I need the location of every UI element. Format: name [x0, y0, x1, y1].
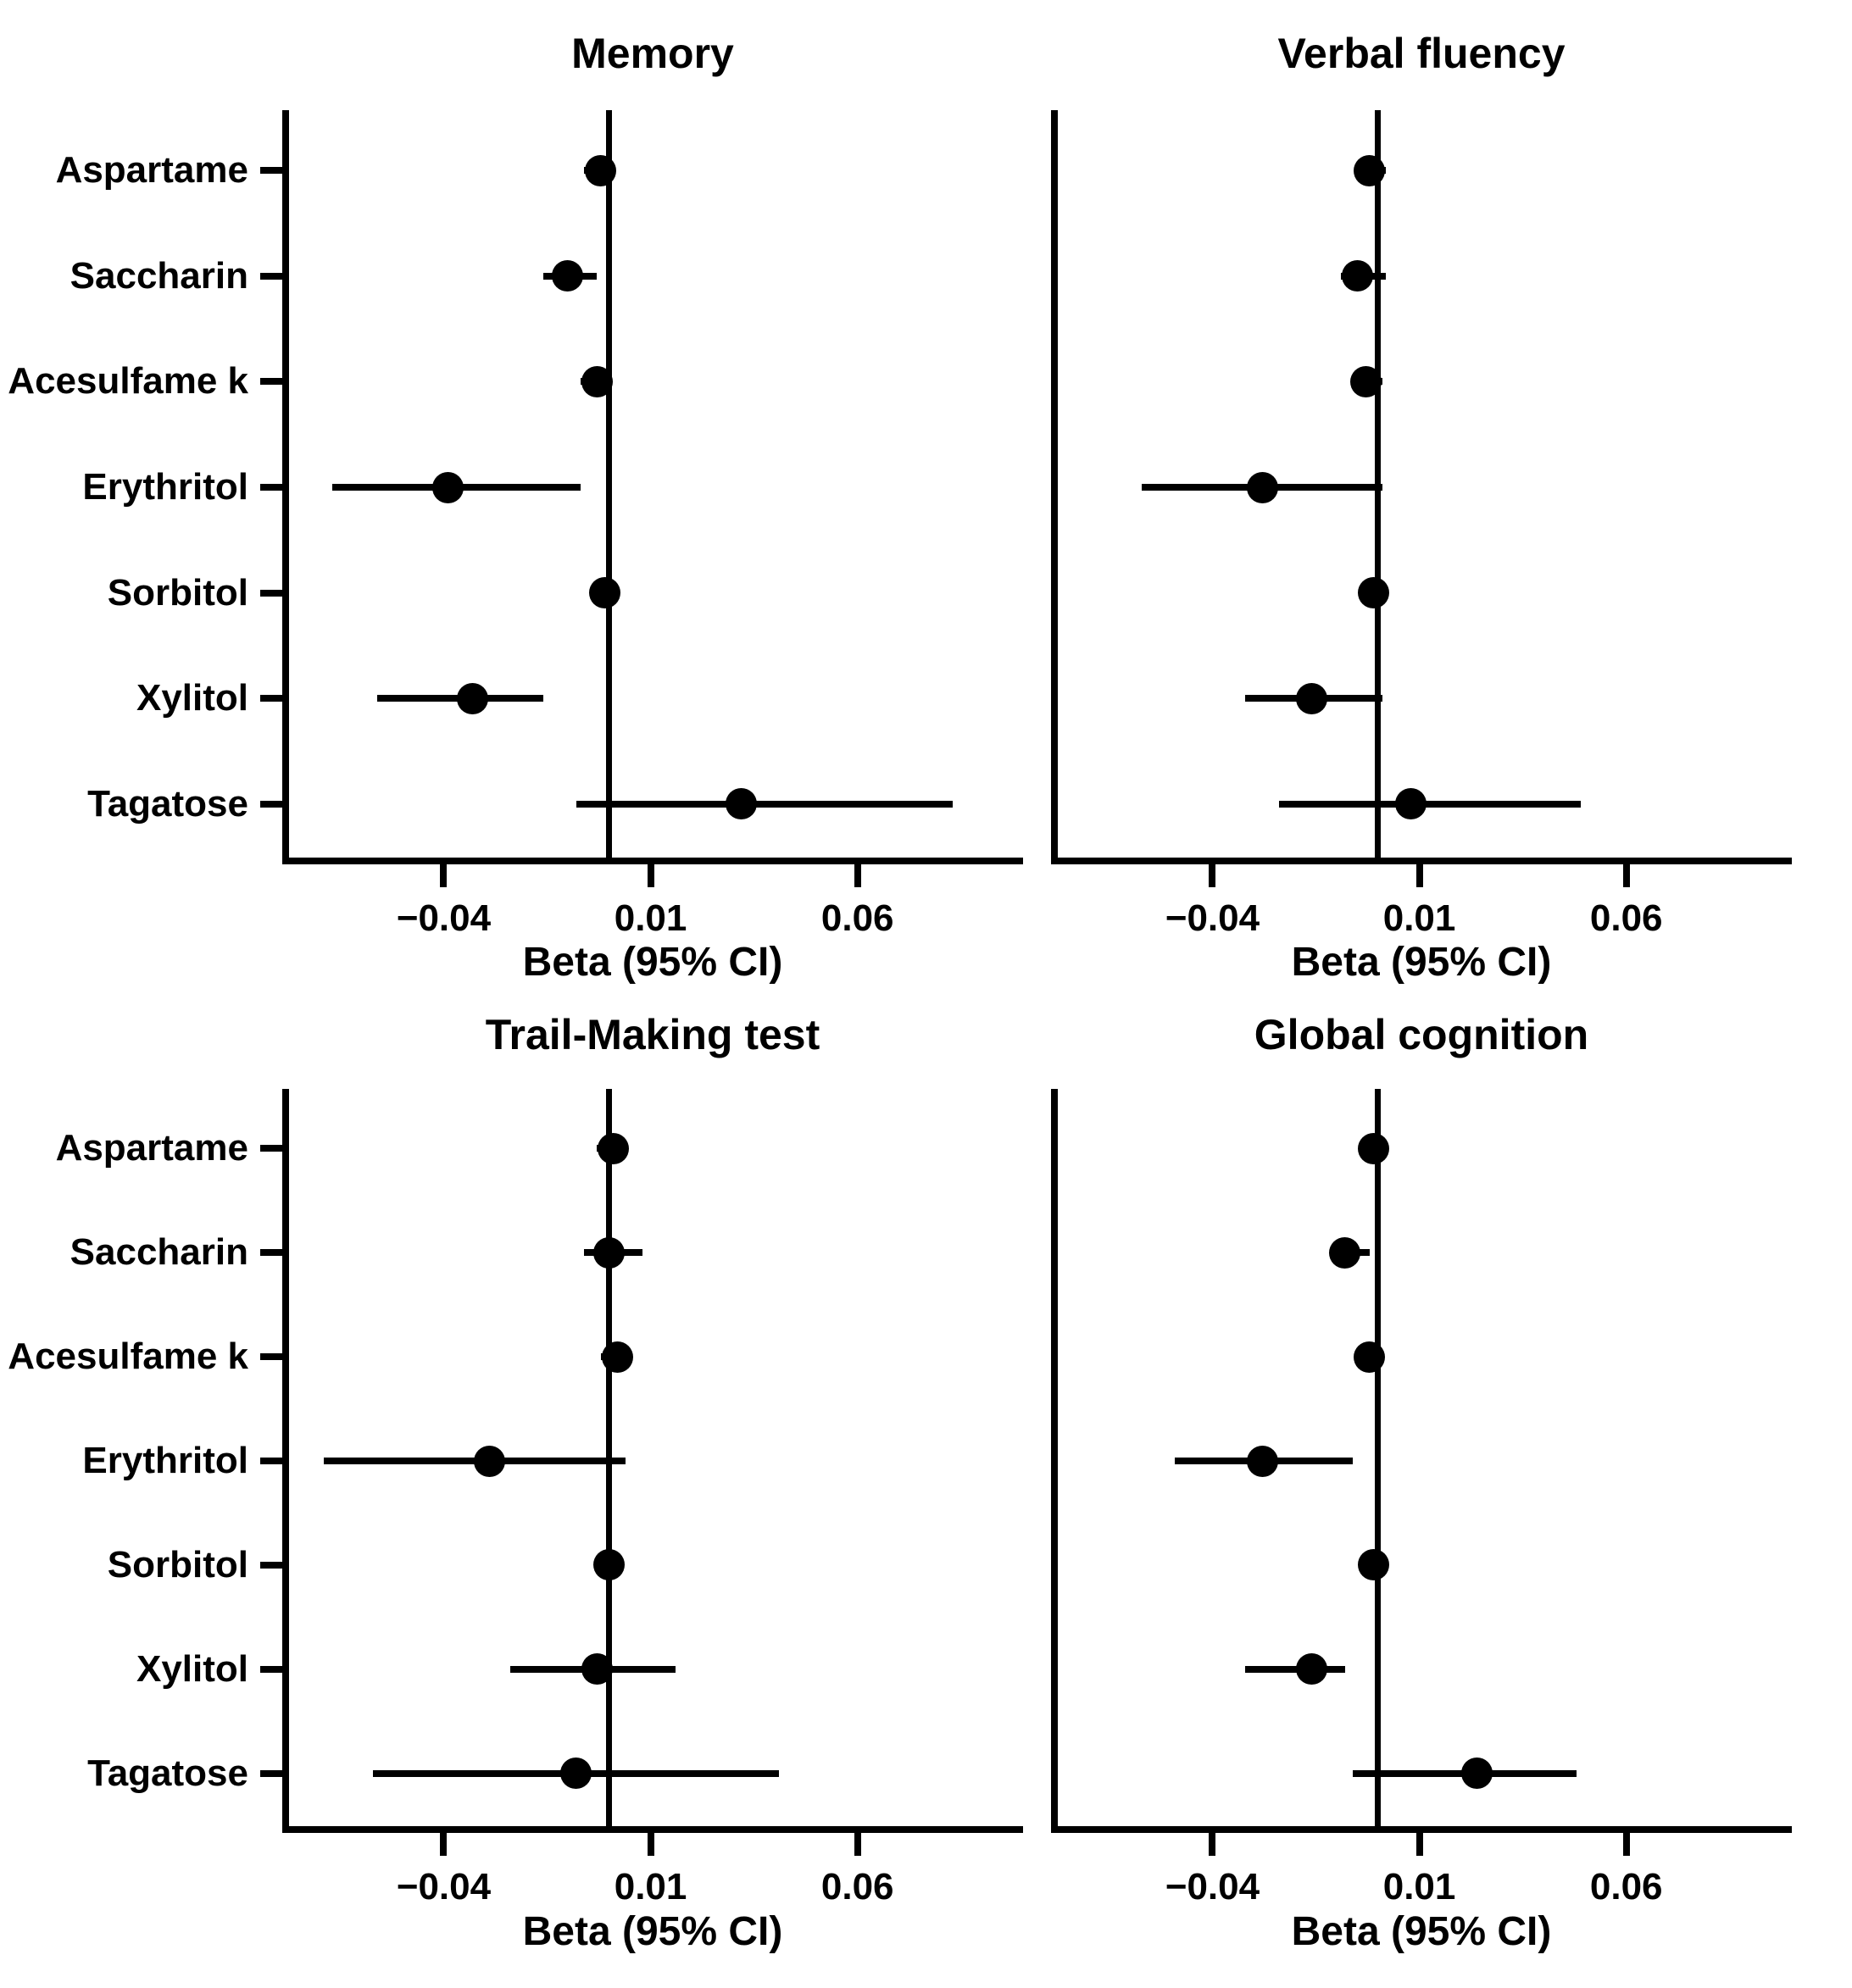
panel-title-memory: Memory: [571, 30, 734, 77]
x-axis-tick: [647, 1833, 654, 1856]
beta-point-sorbitol: [1358, 577, 1390, 609]
category-label-acesulfame-k: Acesulfame k: [8, 360, 248, 403]
ci-whisker-xylitol: [1245, 1665, 1345, 1673]
category-label-saccharin: Saccharin: [70, 1231, 248, 1274]
y-axis-tick: [260, 695, 282, 702]
beta-point-saccharin: [552, 260, 584, 292]
category-label-sorbitol: Sorbitol: [107, 571, 248, 614]
beta-point-aspartame: [585, 154, 617, 186]
y-axis-tick: [260, 589, 282, 597]
y-axis-tick: [260, 1353, 282, 1361]
beta-point-xylitol: [1296, 682, 1328, 714]
x-axis-tick: [854, 864, 861, 887]
beta-point-saccharin: [1329, 1236, 1361, 1269]
x-axis-label: Beta (95% CI): [1291, 1909, 1552, 1954]
beta-point-tagatose: [1395, 788, 1427, 820]
x-tick-label: 0.06: [820, 897, 894, 939]
beta-point-xylitol: [457, 682, 489, 714]
panel-title-global-cognition: Global cognition: [1254, 1011, 1589, 1058]
beta-point-aspartame: [1354, 154, 1386, 186]
plot-area-global-cognition: [1051, 1089, 1792, 1833]
x-axis-tick: [1209, 864, 1216, 887]
x-tick-label: 0.01: [1382, 1866, 1456, 1907]
x-axis-tick: [1622, 864, 1630, 887]
beta-point-acesulfame-k: [581, 365, 613, 397]
beta-point-aspartame: [598, 1132, 630, 1164]
beta-point-tagatose: [560, 1758, 592, 1790]
y-axis-tick: [260, 167, 282, 175]
beta-point-saccharin: [1341, 260, 1373, 292]
beta-point-xylitol: [581, 1653, 613, 1685]
x-tick-label: 0.06: [820, 1866, 894, 1907]
x-axis-tick: [440, 1833, 448, 1856]
category-label-saccharin: Saccharin: [70, 254, 248, 297]
beta-point-aspartame: [1358, 1132, 1390, 1164]
beta-point-erythritol: [431, 471, 464, 503]
y-axis-tick: [260, 1145, 282, 1152]
y-axis-tick: [260, 272, 282, 280]
beta-point-sorbitol: [593, 1549, 626, 1581]
panel-title-trail-making-test: Trail-Making test: [485, 1011, 820, 1058]
category-label-tagatose: Tagatose: [87, 782, 248, 825]
beta-point-tagatose: [726, 788, 758, 820]
x-tick-label: −0.04: [1165, 1866, 1260, 1907]
category-label-xylitol: Xylitol: [136, 677, 248, 719]
panel-title-verbal-fluency: Verbal fluency: [1277, 30, 1566, 77]
y-axis-tick: [260, 1665, 282, 1673]
category-label-erythritol: Erythritol: [82, 1440, 248, 1481]
y-axis-tick: [260, 484, 282, 491]
x-axis-tick: [1415, 1833, 1423, 1856]
x-tick-label: 0.01: [1382, 897, 1456, 939]
x-axis-label: Beta (95% CI): [522, 1909, 783, 1954]
beta-point-erythritol: [473, 1445, 505, 1477]
x-axis-tick: [1209, 1833, 1216, 1856]
category-label-aspartame: Aspartame: [55, 1127, 248, 1169]
category-label-tagatose: Tagatose: [87, 1752, 248, 1794]
category-label-erythritol: Erythritol: [82, 466, 248, 508]
y-axis-tick: [260, 800, 282, 808]
x-tick-label: 0.01: [614, 897, 687, 939]
beta-point-acesulfame-k: [601, 1341, 633, 1373]
beta-point-sorbitol: [1358, 1549, 1390, 1581]
x-tick-label: 0.01: [614, 1866, 687, 1907]
beta-point-erythritol: [1246, 471, 1278, 503]
ci-whisker-tagatose: [1278, 800, 1581, 808]
x-axis-tick: [440, 864, 448, 887]
y-axis-tick: [260, 1769, 282, 1777]
y-axis-tick: [260, 1561, 282, 1569]
x-axis-tick: [1415, 864, 1423, 887]
x-tick-label: −0.04: [396, 897, 492, 939]
beta-point-tagatose: [1461, 1758, 1493, 1790]
y-axis-tick: [260, 1458, 282, 1464]
x-tick-label: −0.04: [396, 1866, 492, 1907]
x-tick-label: −0.04: [1165, 897, 1260, 939]
beta-point-acesulfame-k: [1349, 365, 1382, 397]
beta-point-saccharin: [593, 1236, 626, 1269]
category-label-xylitol: Xylitol: [136, 1647, 248, 1690]
x-axis-tick: [1622, 1833, 1630, 1856]
x-axis-tick: [647, 864, 654, 887]
x-tick-label: 0.06: [1589, 1866, 1663, 1907]
beta-point-sorbitol: [589, 577, 621, 609]
y-axis-tick: [260, 378, 282, 386]
ci-whisker-tagatose: [576, 800, 953, 808]
category-label-sorbitol: Sorbitol: [107, 1543, 248, 1585]
beta-point-acesulfame-k: [1354, 1341, 1386, 1373]
category-label-acesulfame-k: Acesulfame k: [8, 1336, 248, 1378]
zero-reference-line: [1375, 1089, 1382, 1833]
x-axis-tick: [854, 1833, 861, 1856]
beta-point-erythritol: [1246, 1445, 1278, 1477]
beta-point-xylitol: [1296, 1653, 1328, 1685]
category-label-aspartame: Aspartame: [55, 149, 248, 192]
y-axis-tick: [260, 1249, 282, 1257]
zero-reference-line: [606, 110, 613, 864]
x-axis-label: Beta (95% CI): [522, 940, 783, 985]
x-tick-label: 0.06: [1589, 897, 1663, 939]
x-axis-label: Beta (95% CI): [1291, 940, 1552, 985]
